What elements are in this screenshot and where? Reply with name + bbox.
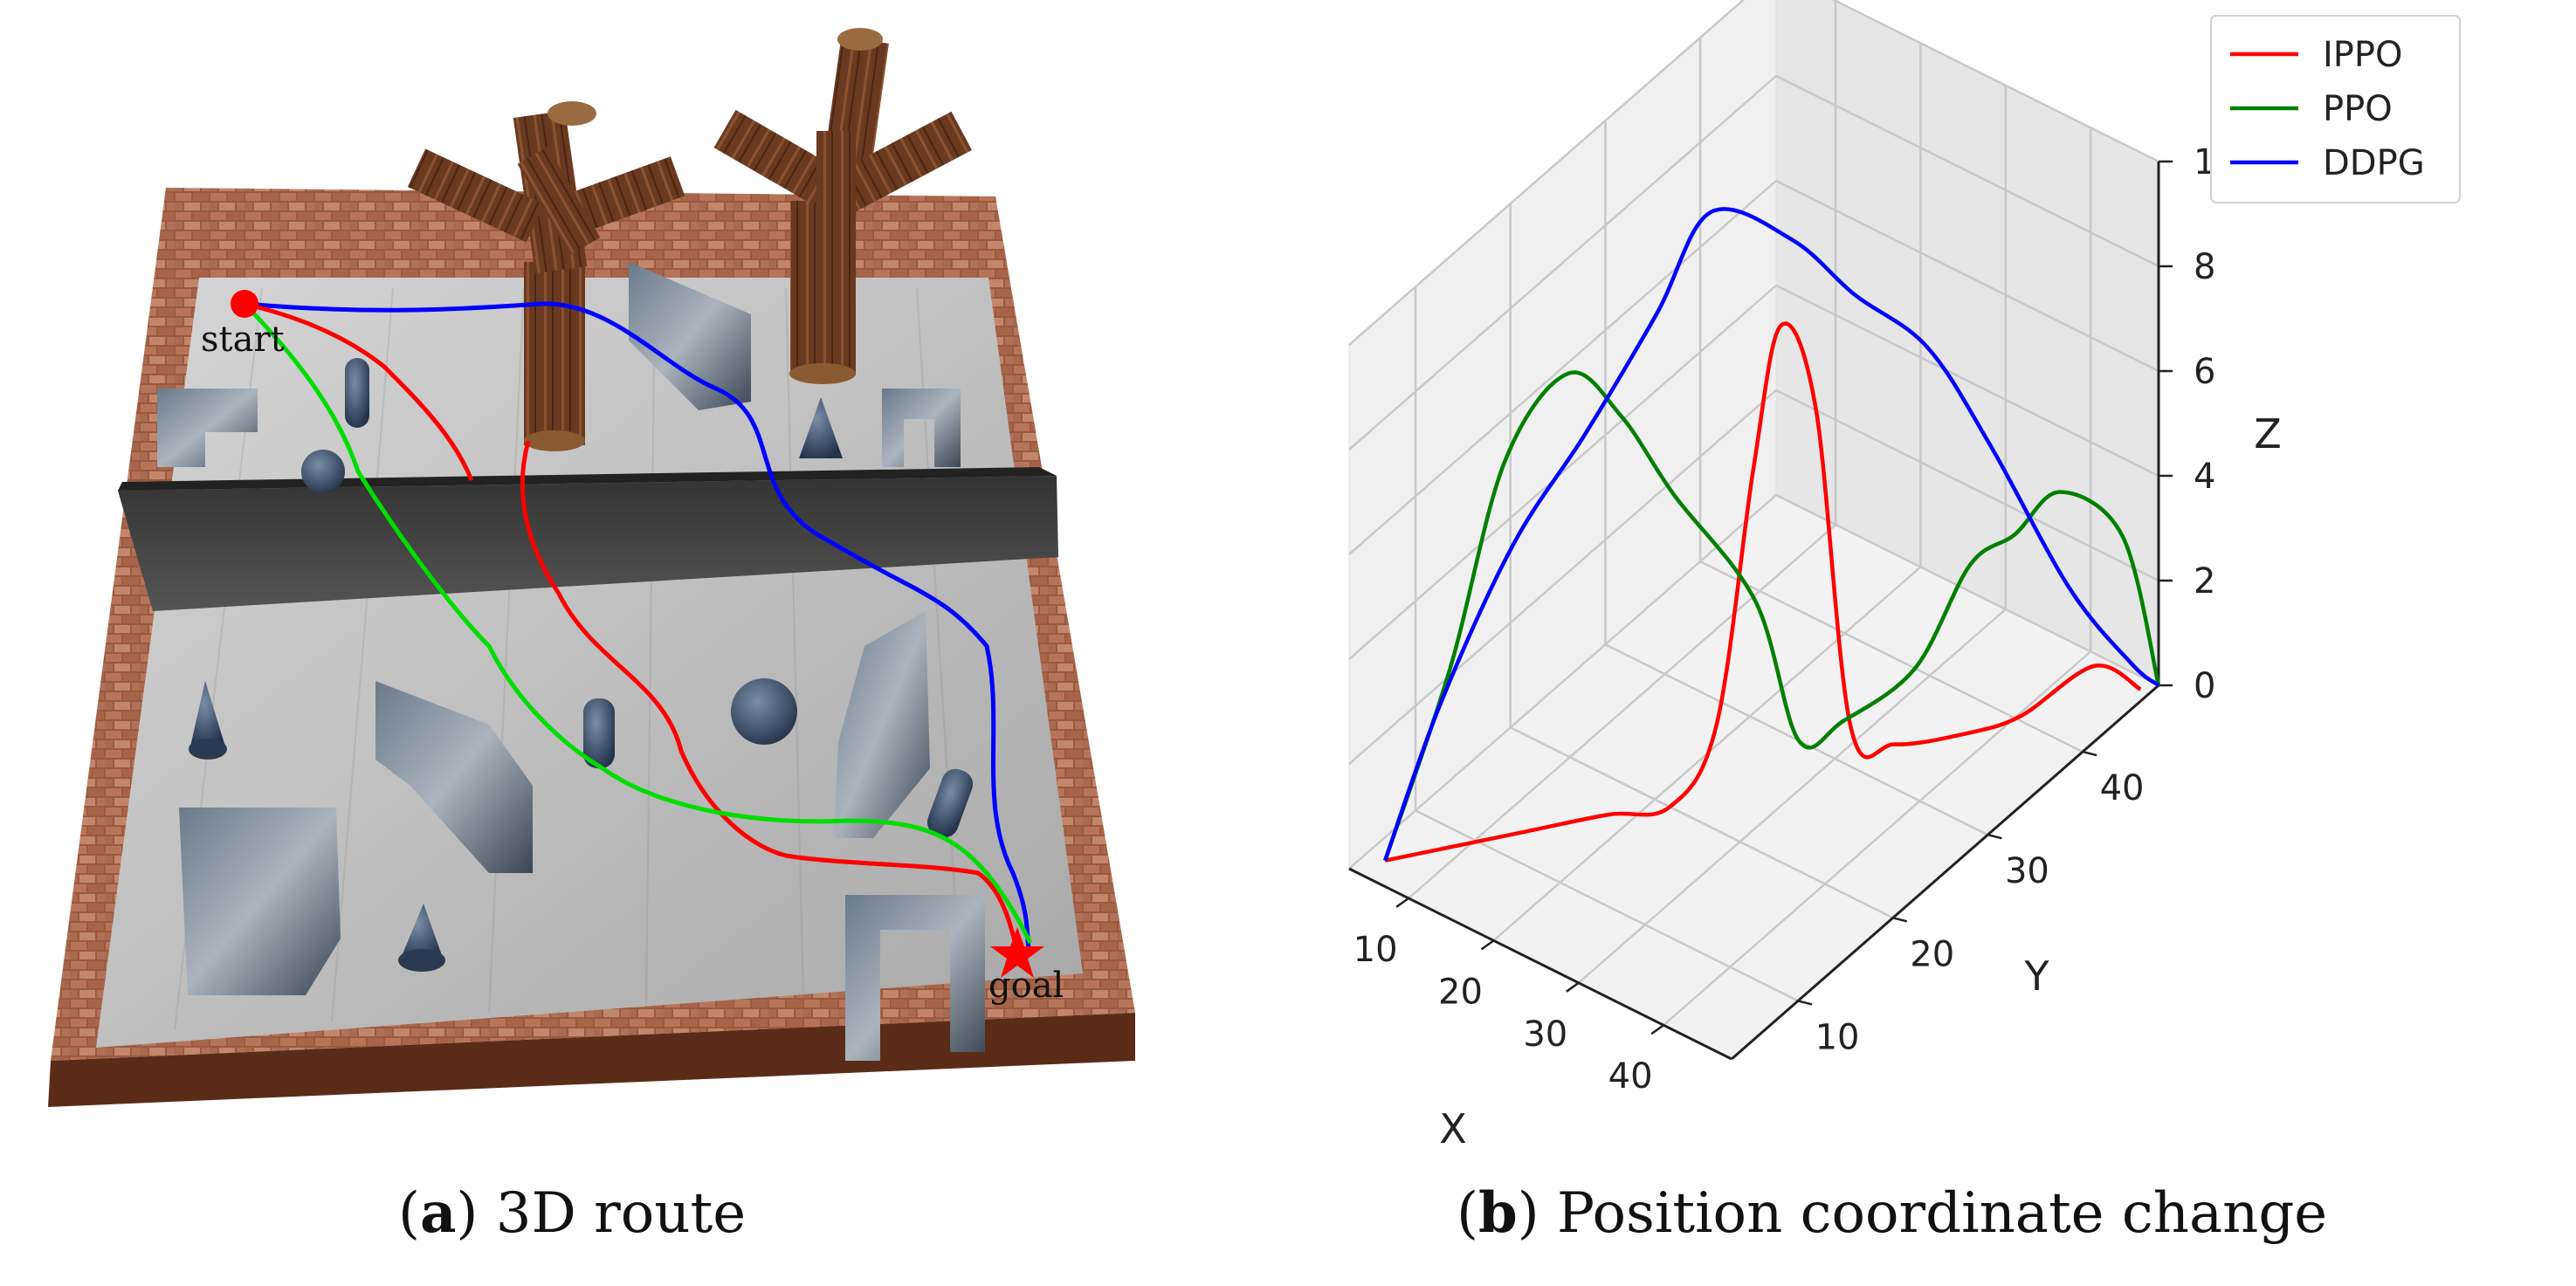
start-label: start <box>201 320 285 360</box>
caption-b: (b) Position coordinate change <box>1457 1180 2328 1246</box>
z-tick-label: 8 <box>2194 247 2215 287</box>
start-marker <box>231 290 258 318</box>
z-tick-label: 0 <box>2194 666 2215 706</box>
caption-a-letter: a <box>419 1180 457 1246</box>
y-tick <box>2082 750 2097 757</box>
legend-label-ddpg: DDPG <box>2323 143 2425 183</box>
y-axis-line <box>1731 684 2159 1061</box>
x-tick-label: 40 <box>1608 1056 1653 1097</box>
legend-label-ippo: IPPO <box>2323 35 2403 75</box>
caption-a-text: 3D route <box>478 1181 747 1246</box>
caption-b-letter: b <box>1477 1180 1518 1246</box>
gridline-z <box>1348 75 1777 450</box>
lower-obstacles <box>179 611 985 1061</box>
gridline-z <box>1348 0 1746 346</box>
z-tick-label: 2 <box>2194 561 2215 602</box>
x-tick-label: 10 <box>1353 930 1398 970</box>
x-tick <box>1650 1024 1664 1035</box>
maze-scene: start goal <box>48 28 1135 1107</box>
caption-a: (a) 3D route <box>398 1180 747 1246</box>
x-tick <box>1566 981 1580 993</box>
gridline-z <box>1348 285 1777 660</box>
y-tick-label: 20 <box>1910 934 1954 974</box>
x-tick <box>1480 939 1495 951</box>
gridline-z <box>1775 389 2159 582</box>
y-tick-label: 30 <box>2005 851 2049 891</box>
y-tick <box>1987 833 2002 840</box>
tree-right <box>713 28 972 384</box>
tree-left <box>407 101 685 451</box>
middle-wall <box>118 476 1058 611</box>
route-ippo <box>244 301 1020 952</box>
gridline-z <box>1348 389 1777 765</box>
x-axis-label: X <box>1439 1105 1467 1152</box>
x-tick-label: 30 <box>1523 1014 1567 1055</box>
legend: IPPO PPO DDPG <box>2210 15 2461 203</box>
gridline-y <box>1699 560 2084 753</box>
gridline-z <box>1775 493 2159 687</box>
z-tick-label: 4 <box>2194 457 2215 497</box>
y-tick-label: 40 <box>2100 768 2145 808</box>
legend-label-ppo: PPO <box>2323 89 2393 129</box>
y-axis-label: Y <box>2023 952 2049 1000</box>
x-axis-line <box>1348 867 1732 1061</box>
middle-wall-top <box>118 467 1057 491</box>
caption-b-text: Position coordinate change <box>1539 1181 2328 1246</box>
gridline-x <box>1577 608 2007 984</box>
legend-box <box>2210 15 2461 203</box>
series-line-ppo <box>1383 370 2161 862</box>
gridline-y <box>1510 726 1894 919</box>
goal-label: goal <box>988 966 1064 1006</box>
z-tick-label: 6 <box>2194 352 2215 392</box>
y-tick <box>1797 1000 1813 1006</box>
route-ddpg <box>244 301 1031 948</box>
series-line-ippo <box>1384 321 2142 863</box>
series-line-ddpg <box>1383 207 2160 862</box>
gridline-x <box>1663 650 2091 1027</box>
gridline-z <box>1775 284 2159 478</box>
z-axis-label: Z <box>2254 410 2282 457</box>
x-tick <box>1395 897 1409 908</box>
y-tick-label: 10 <box>1815 1017 1860 1057</box>
gridline-z <box>1775 179 2159 373</box>
gridline-x <box>1408 523 1836 899</box>
gridline-z <box>1348 180 1777 555</box>
route-ppo <box>243 302 1033 945</box>
gridline-z <box>1348 494 1777 870</box>
gridline-z <box>1831 0 2159 163</box>
goal-star-icon <box>990 927 1044 978</box>
x-tick-label: 20 <box>1438 972 1483 1012</box>
upper-obstacles <box>157 262 961 493</box>
gridline-z <box>1775 74 2159 268</box>
y-tick <box>1892 917 1908 923</box>
